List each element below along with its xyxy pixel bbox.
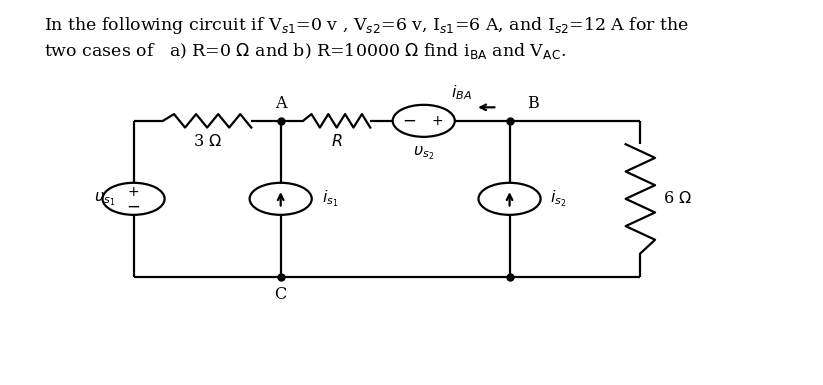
Text: $\upsilon_{s_2}$: $\upsilon_{s_2}$: [413, 144, 435, 162]
Text: 3 $\Omega$: 3 $\Omega$: [193, 132, 221, 150]
Text: $i_{BA}$: $i_{BA}$: [451, 84, 472, 102]
Text: B: B: [528, 95, 539, 112]
Text: A: A: [275, 95, 286, 112]
Text: +: +: [128, 185, 139, 199]
Text: two cases of   a) R=0 $\Omega$ and b) R=10000 $\Omega$ find i$_{\rm BA}$ and V$_: two cases of a) R=0 $\Omega$ and b) R=10…: [44, 41, 565, 61]
Text: $i_{s_1}$: $i_{s_1}$: [322, 189, 338, 209]
Text: +: +: [432, 114, 444, 128]
Text: −: −: [402, 112, 416, 130]
Text: $R$: $R$: [331, 132, 342, 150]
Text: $i_{s_2}$: $i_{s_2}$: [551, 189, 567, 209]
Text: $\upsilon_{s_1}$: $\upsilon_{s_1}$: [94, 190, 115, 208]
Text: C: C: [275, 286, 287, 303]
Text: 6 $\Omega$: 6 $\Omega$: [663, 190, 692, 208]
Text: −: −: [127, 198, 141, 216]
Text: In the following circuit if V$_{s1}$=0 v , V$_{s2}$=6 v, I$_{s1}$=6 A, and I$_{s: In the following circuit if V$_{s1}$=0 v…: [44, 15, 689, 37]
